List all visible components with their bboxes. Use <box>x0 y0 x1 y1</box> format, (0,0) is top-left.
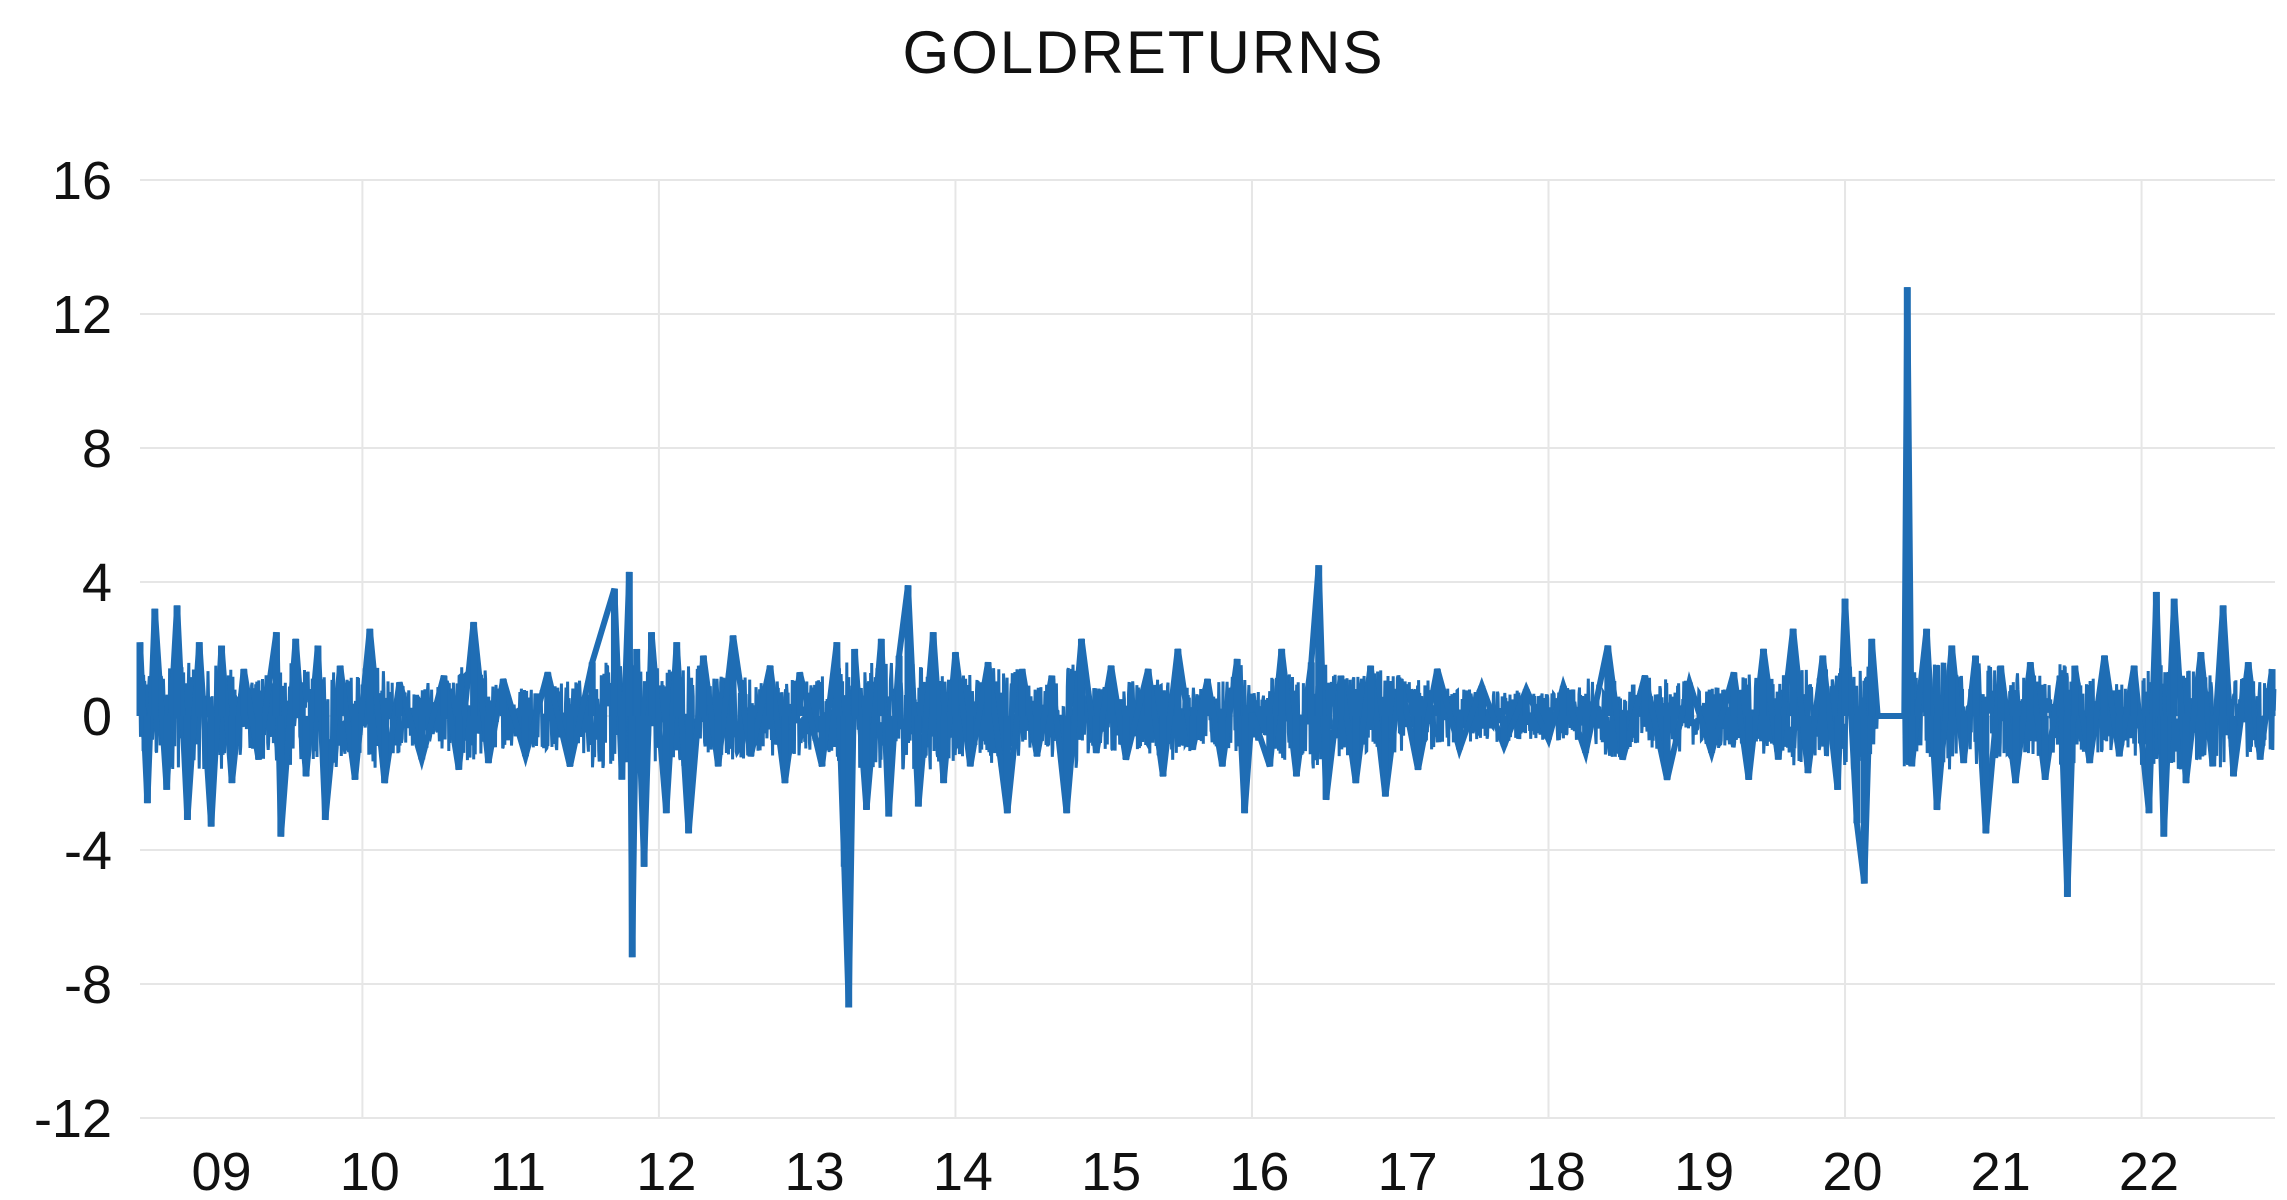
x-tick-label: 11 <box>490 1142 546 1200</box>
x-tick-label: 10 <box>340 1142 400 1200</box>
x-tick-label: 19 <box>1674 1142 1734 1200</box>
x-axis-ticks: 09 10 11 12 13 14 15 16 17 18 19 20 21 22 <box>192 1142 2180 1200</box>
y-tick-label: 8 <box>82 419 112 479</box>
y-tick-label: -8 <box>64 955 112 1015</box>
x-tick-label: 20 <box>1822 1142 1882 1200</box>
y-tick-label: 16 <box>52 151 112 211</box>
x-tick-label: 21 <box>1971 1142 2031 1200</box>
x-tick-label: 13 <box>785 1142 845 1200</box>
x-tick-label: 12 <box>636 1142 696 1200</box>
y-tick-label: 0 <box>82 687 112 747</box>
x-tick-label: 15 <box>1081 1142 1141 1200</box>
x-tick-label: 14 <box>933 1142 993 1200</box>
y-tick-label: 12 <box>52 285 112 345</box>
y-tick-label: -4 <box>64 821 112 881</box>
series-line-group <box>136 287 2277 1008</box>
y-axis-ticks: 16 12 8 4 0 -4 -8 -12 <box>34 151 112 1149</box>
x-tick-label: 22 <box>2119 1142 2179 1200</box>
grid-lines <box>140 179 2275 1119</box>
chart-title: GOLDRETURNS <box>902 19 1385 86</box>
x-tick-label: 09 <box>192 1142 252 1200</box>
x-tick-label: 18 <box>1526 1142 1586 1200</box>
x-tick-label: 16 <box>1229 1142 1289 1200</box>
y-tick-label: -12 <box>34 1089 112 1149</box>
x-tick-label: 17 <box>1378 1142 1438 1200</box>
y-tick-label: 4 <box>82 553 112 613</box>
